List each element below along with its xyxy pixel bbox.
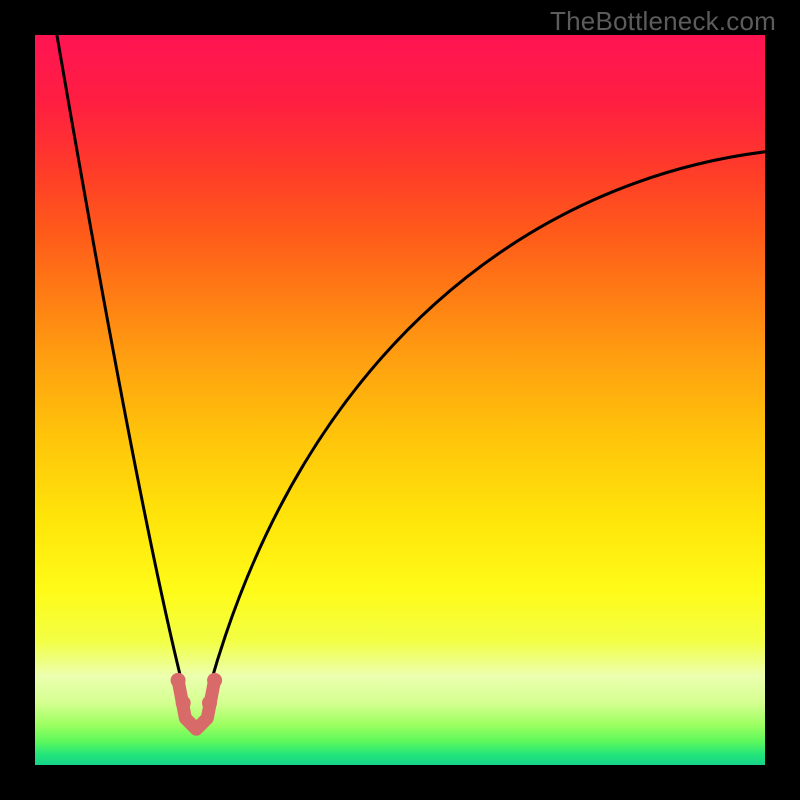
- watermark-text: TheBottleneck.com: [550, 6, 776, 37]
- bottleneck-curve-left: [57, 35, 183, 685]
- curve-layer: [35, 35, 765, 765]
- valley-dot-2: [202, 695, 217, 710]
- valley-dot-1: [176, 695, 191, 710]
- plot-area: [35, 35, 765, 765]
- valley-dot-0: [171, 673, 186, 688]
- bottleneck-curve-right: [210, 152, 765, 685]
- valley-marker: [171, 673, 223, 729]
- valley-dot-3: [207, 673, 222, 688]
